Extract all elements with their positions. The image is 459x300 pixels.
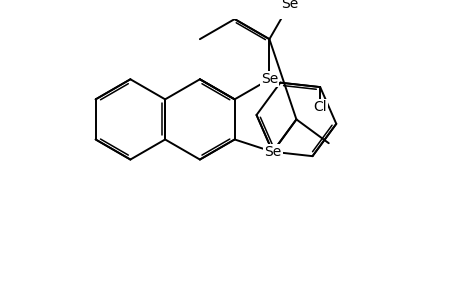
Text: Se: Se xyxy=(280,0,297,11)
Text: Se: Se xyxy=(260,72,277,86)
Text: Cl: Cl xyxy=(313,100,326,114)
Text: Se: Se xyxy=(263,145,281,159)
